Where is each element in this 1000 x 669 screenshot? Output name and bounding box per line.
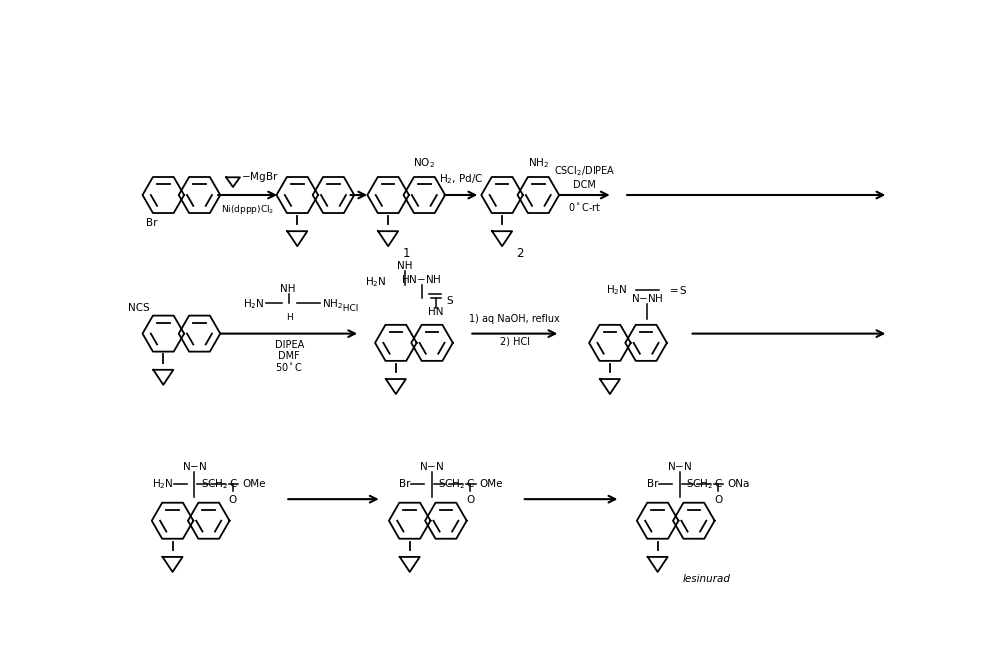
Text: H$_2$N: H$_2$N — [152, 477, 174, 490]
Text: N$-$N: N$-$N — [182, 460, 207, 472]
Text: Ni(dppp)Cl$_2$: Ni(dppp)Cl$_2$ — [221, 203, 274, 215]
Text: Br: Br — [647, 479, 659, 489]
Text: S: S — [686, 479, 693, 489]
Text: S: S — [446, 296, 453, 306]
Text: 2) HCl: 2) HCl — [500, 337, 530, 347]
Text: CSCl$_2$/DIPEA: CSCl$_2$/DIPEA — [554, 165, 615, 178]
Text: CH$_2$: CH$_2$ — [444, 477, 465, 490]
Text: NCS: NCS — [128, 302, 150, 312]
Text: DCM: DCM — [573, 181, 596, 191]
Text: N$-$NH: N$-$NH — [631, 292, 664, 304]
Text: O: O — [229, 494, 237, 504]
Text: S: S — [438, 479, 445, 489]
Text: 2: 2 — [516, 247, 524, 260]
Text: · HCl: · HCl — [337, 304, 358, 312]
Text: O: O — [466, 494, 474, 504]
Text: NH: NH — [280, 284, 295, 294]
Text: H$_2$N: H$_2$N — [365, 275, 387, 289]
Text: 1) aq NaOH, reflux: 1) aq NaOH, reflux — [469, 314, 560, 324]
Text: H$_2$N: H$_2$N — [606, 283, 628, 296]
Text: lesinurad: lesinurad — [683, 574, 731, 584]
Text: H$_2$N: H$_2$N — [243, 298, 265, 311]
Text: DIPEA: DIPEA — [275, 340, 304, 350]
Text: NH: NH — [397, 261, 412, 271]
Text: CH$_2$: CH$_2$ — [692, 477, 713, 490]
Text: N$-$N: N$-$N — [419, 460, 444, 472]
Text: OMe: OMe — [242, 479, 266, 489]
Text: ONa: ONa — [727, 479, 750, 489]
Text: 1: 1 — [402, 247, 410, 260]
Text: O: O — [714, 494, 722, 504]
Text: HN$-$NH: HN$-$NH — [401, 273, 442, 285]
Text: N$-$N: N$-$N — [667, 460, 692, 472]
Text: NH$_2$: NH$_2$ — [322, 298, 343, 311]
Text: H: H — [286, 313, 293, 322]
Text: OMe: OMe — [479, 479, 503, 489]
Text: DMF: DMF — [278, 351, 300, 361]
Text: C: C — [229, 479, 237, 489]
Text: 0$^\circ$C-rt: 0$^\circ$C-rt — [568, 201, 601, 213]
Text: Br: Br — [146, 217, 157, 227]
Text: S: S — [201, 479, 208, 489]
Text: Br: Br — [399, 479, 411, 489]
Text: $=$S: $=$S — [667, 284, 687, 296]
Text: CH$_2$: CH$_2$ — [207, 477, 228, 490]
Text: H$_2$, Pd/C: H$_2$, Pd/C — [439, 172, 483, 186]
Text: 50$^\circ$C: 50$^\circ$C — [275, 361, 303, 373]
Text: NH$_2$: NH$_2$ — [528, 157, 549, 171]
Text: HN: HN — [428, 308, 443, 317]
Text: C: C — [466, 479, 474, 489]
Text: NO$_2$: NO$_2$ — [413, 157, 435, 171]
Text: C: C — [714, 479, 722, 489]
Text: $-$MgBr: $-$MgBr — [241, 171, 278, 184]
